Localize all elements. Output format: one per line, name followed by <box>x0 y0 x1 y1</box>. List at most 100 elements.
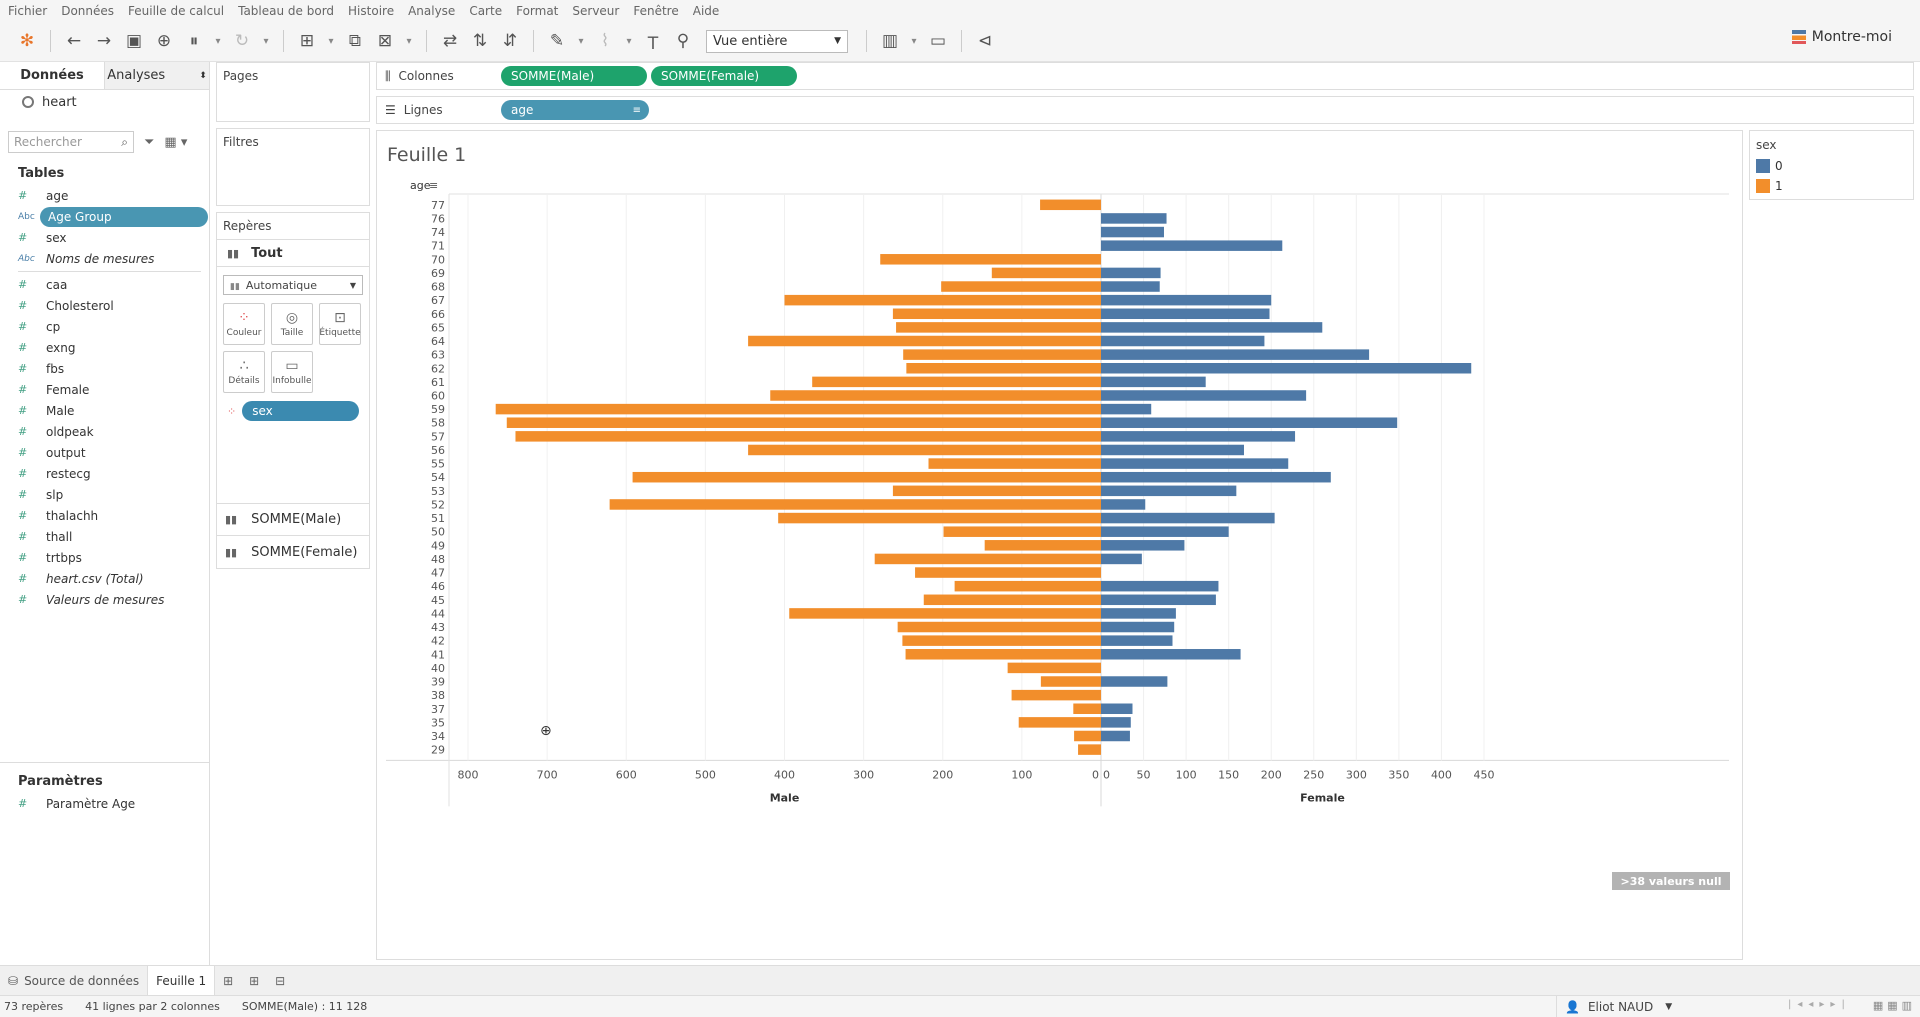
user-menu[interactable]: 👤 Eliot NAUD ▼ <box>1556 996 1681 1017</box>
marks-measure-male[interactable]: ▮▮ SOMME(Male) <box>217 504 369 536</box>
field-item[interactable]: # fbs <box>0 358 209 379</box>
tab-analytics[interactable]: Analyses ⬍ <box>105 62 209 89</box>
field-item[interactable]: Abc Noms de mesures <box>0 248 209 269</box>
undo-icon[interactable]: ← <box>66 31 82 51</box>
tableau-logo-icon[interactable]: ✻ <box>19 31 35 51</box>
age-row-label: 43 <box>431 621 445 634</box>
show-me-button[interactable]: Montre-moi <box>1791 29 1892 45</box>
tooltip-button[interactable]: ▭ Infobulle <box>271 351 313 393</box>
field-item[interactable]: # oldpeak <box>0 421 209 442</box>
pause-updates-icon[interactable]: ⏸ <box>189 31 199 51</box>
field-item[interactable]: Abc Age Group <box>0 206 209 227</box>
age-row-label: 45 <box>431 594 445 607</box>
pause-dropdown-icon[interactable]: ▾ <box>215 35 221 47</box>
menu-carte[interactable]: Carte <box>469 3 503 18</box>
measure-icon: # <box>18 341 28 354</box>
menu-fichier[interactable]: Fichier <box>8 3 48 18</box>
column-pill-male[interactable]: SOMME(Male) <box>501 66 647 86</box>
menu-serveur[interactable]: Serveur <box>572 3 620 18</box>
redo-icon[interactable]: → <box>96 31 112 51</box>
duplicate-sheet-icon[interactable]: ⧉ <box>348 31 362 51</box>
new-story-icon[interactable]: ⊟ <box>275 973 286 988</box>
tab-data[interactable]: Données <box>0 62 105 89</box>
column-pill-female[interactable]: SOMME(Female) <box>651 66 797 86</box>
new-datasource-icon[interactable]: ⊕ <box>156 31 172 51</box>
color-button[interactable]: ⁘ Couleur <box>223 303 265 345</box>
menu-feuille[interactable]: Feuille de calcul <box>128 3 225 18</box>
field-name: exng <box>46 340 76 355</box>
field-item[interactable]: # caa <box>0 274 209 295</box>
detail-button[interactable]: ∴ Détails <box>223 351 265 393</box>
new-dashboard-icon[interactable]: ⊞ <box>249 973 260 988</box>
field-name: Male <box>46 403 75 418</box>
filters-card[interactable]: Filtres <box>216 128 370 206</box>
refresh-icon[interactable]: ↻ <box>234 31 250 51</box>
menu-histoire[interactable]: Histoire <box>348 3 395 18</box>
view-toggle-icons[interactable]: ▦▦▥ <box>1872 999 1916 1012</box>
marks-all-header[interactable]: ▮▮ Tout <box>217 239 369 267</box>
field-item[interactable]: # age <box>0 185 209 206</box>
field-item[interactable]: # trtbps <box>0 547 209 568</box>
menu-format[interactable]: Format <box>516 3 559 18</box>
swap-axes-icon[interactable]: ⇄ <box>442 31 458 51</box>
field-item[interactable]: # cp <box>0 316 209 337</box>
highlight-dropdown-icon[interactable]: ▾ <box>578 35 584 47</box>
tab-sheet1[interactable]: Feuille 1 <box>148 965 216 996</box>
label-button[interactable]: ⊡ Étiquette <box>319 303 361 345</box>
highlight-icon[interactable]: ✎ <box>549 31 565 51</box>
show-cards-dropdown-icon[interactable]: ▾ <box>911 35 917 47</box>
age-row-label: 58 <box>431 417 445 430</box>
marks-measure-female[interactable]: ▮▮ SOMME(Female) <box>217 536 369 568</box>
field-item[interactable]: # Male <box>0 400 209 421</box>
field-item[interactable]: # Cholesterol <box>0 295 209 316</box>
menu-tableau-de-bord[interactable]: Tableau de bord <box>238 3 335 18</box>
sort-descending-icon[interactable]: ⇵ <box>502 31 518 51</box>
clear-sheet-icon[interactable]: ⊠ <box>377 31 393 51</box>
clear-dropdown-icon[interactable]: ▾ <box>406 35 412 47</box>
view-mode-select[interactable]: Vue entière ▼ <box>706 29 848 53</box>
legend-item-0[interactable]: 0 <box>1750 156 1913 176</box>
field-item[interactable]: # Paramètre Age <box>0 793 210 814</box>
refresh-dropdown-icon[interactable]: ▾ <box>263 35 269 47</box>
new-sheet-icon[interactable]: ⊞ <box>299 31 315 51</box>
sheet-navigation-icons[interactable]: |◂◂▸▸| <box>1788 999 1851 1010</box>
field-item[interactable]: # thall <box>0 526 209 547</box>
butterfly-bar-chart[interactable]: age ≡ 800 700 600 500 400 300 200 100 0 0 50 100 150… <box>377 131 1742 959</box>
group-dropdown-icon[interactable]: ▾ <box>626 35 632 47</box>
new-sheet-dropdown-icon[interactable]: ▾ <box>328 35 334 47</box>
menu-fenetre[interactable]: Fenêtre <box>633 3 679 18</box>
share-icon[interactable]: ⊲ <box>977 31 993 51</box>
field-item[interactable]: # Valeurs de mesures <box>0 589 209 610</box>
datasource-item[interactable]: heart <box>0 90 209 114</box>
filter-icon[interactable]: ⏷ <box>144 134 155 150</box>
field-item[interactable]: # output <box>0 442 209 463</box>
field-item[interactable]: # sex <box>0 227 209 248</box>
age-row-label: 35 <box>431 716 445 729</box>
tab-datasource[interactable]: ⛁ Source de données <box>0 965 149 996</box>
row-pill-age[interactable]: age ≡ <box>501 100 649 120</box>
field-search-input[interactable]: Rechercher ⌕ <box>8 131 134 153</box>
menu-aide[interactable]: Aide <box>692 3 720 18</box>
show-cards-icon[interactable]: ▥ <box>881 31 899 51</box>
field-item[interactable]: # slp <box>0 484 209 505</box>
pages-card[interactable]: Pages <box>216 62 370 122</box>
field-item[interactable]: # exng <box>0 337 209 358</box>
mark-type-select[interactable]: ▮▮ Automatique ▼ <box>223 275 363 295</box>
sort-ascending-icon[interactable]: ⇅ <box>472 31 488 51</box>
field-item[interactable]: # restecg <box>0 463 209 484</box>
menu-analyse[interactable]: Analyse <box>408 3 456 18</box>
presentation-icon[interactable]: ▭ <box>929 31 947 51</box>
field-item[interactable]: # Female <box>0 379 209 400</box>
menu-donnees[interactable]: Données <box>61 3 115 18</box>
sex-color-pill[interactable]: sex <box>242 401 359 421</box>
pin-icon[interactable]: ⚲ <box>676 31 690 51</box>
field-item[interactable]: # thalachh <box>0 505 209 526</box>
size-button[interactable]: ◎ Taille <box>271 303 313 345</box>
group-icon[interactable]: ⌇ <box>600 31 610 51</box>
new-worksheet-icon[interactable]: ⊞ <box>223 973 234 988</box>
field-item[interactable]: # heart.csv (Total) <box>0 568 209 589</box>
save-icon[interactable]: ▣ <box>125 31 143 51</box>
legend-item-1[interactable]: 1 <box>1750 176 1913 196</box>
label-icon[interactable]: Ｔ <box>644 33 662 54</box>
view-options-icon[interactable]: ▦ ▾ <box>164 134 188 150</box>
